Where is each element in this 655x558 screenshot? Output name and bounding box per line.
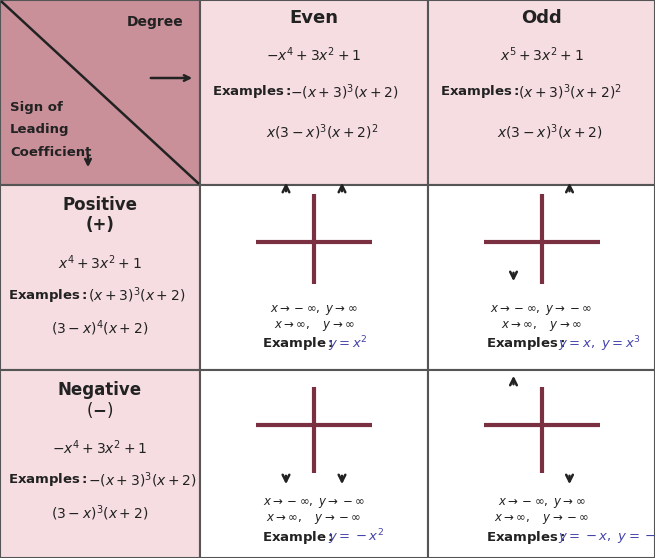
Bar — [0, 0, 200, 185]
Text: $\mathbf{Examples:}$: $\mathbf{Examples:}$ — [8, 472, 88, 488]
Bar — [428, 0, 655, 185]
Text: Sign of: Sign of — [10, 102, 63, 114]
Text: $\mathbf{Examples:}$: $\mathbf{Examples:}$ — [440, 84, 519, 100]
Text: Degree: Degree — [126, 15, 183, 29]
Text: $\mathbf{Example:}$: $\mathbf{Example:}$ — [262, 528, 334, 546]
Text: $x(3-x)^3(x+2)$: $x(3-x)^3(x+2)$ — [496, 122, 603, 142]
Text: $y = -x^2$: $y = -x^2$ — [328, 527, 384, 547]
Text: $-x^4+3x^2+1$: $-x^4+3x^2+1$ — [52, 439, 147, 458]
Text: $x\rightarrow\infty,\ \ \ y\rightarrow\infty$: $x\rightarrow\infty,\ \ \ y\rightarrow\i… — [501, 319, 582, 333]
Text: $x\rightarrow-\infty,\ y\rightarrow\infty$: $x\rightarrow-\infty,\ y\rightarrow\inft… — [271, 303, 358, 317]
Text: $x^4+3x^2+1$: $x^4+3x^2+1$ — [58, 254, 142, 272]
Text: $x\rightarrow-\infty,\ y\rightarrow-\infty$: $x\rightarrow-\infty,\ y\rightarrow-\inf… — [263, 496, 365, 510]
Text: $x^5+3x^2+1$: $x^5+3x^2+1$ — [500, 46, 584, 64]
Text: $(3-x)^3(x+2)$: $(3-x)^3(x+2)$ — [51, 503, 149, 523]
Text: $x\rightarrow-\infty,\ y\rightarrow-\infty$: $x\rightarrow-\infty,\ y\rightarrow-\inf… — [491, 303, 593, 317]
Text: $\mathbf{Examples:}$: $\mathbf{Examples:}$ — [8, 286, 88, 304]
Text: $-(x+3)^3(x+2)$: $-(x+3)^3(x+2)$ — [88, 470, 197, 490]
Bar — [428, 185, 655, 370]
Text: $x(3-x)^3(x+2)^2$: $x(3-x)^3(x+2)^2$ — [266, 122, 378, 142]
Text: $x\rightarrow-\infty,\ y\rightarrow\infty$: $x\rightarrow-\infty,\ y\rightarrow\inft… — [498, 496, 586, 510]
Text: $(x+3)^3(x+2)^2$: $(x+3)^3(x+2)^2$ — [518, 82, 622, 102]
Text: $y = x,\ y = x^3$: $y = x,\ y = x^3$ — [557, 334, 641, 354]
Text: $x\rightarrow\infty,\ \ \ y\rightarrow-\infty$: $x\rightarrow\infty,\ \ \ y\rightarrow-\… — [494, 512, 589, 526]
Text: Coefficient: Coefficient — [10, 146, 92, 158]
Text: $y = -x,\ y = -x^3$: $y = -x,\ y = -x^3$ — [557, 527, 655, 547]
Bar — [428, 370, 655, 558]
Text: $\mathbf{Examples:}$: $\mathbf{Examples:}$ — [485, 335, 565, 353]
Bar — [200, 370, 428, 558]
Text: Even: Even — [290, 9, 339, 27]
Text: $x\rightarrow\infty,\ \ \ y\rightarrow-\infty$: $x\rightarrow\infty,\ \ \ y\rightarrow-\… — [267, 512, 362, 526]
Text: $(3-x)^4(x+2)$: $(3-x)^4(x+2)$ — [51, 318, 149, 338]
Bar — [0, 185, 200, 370]
Text: $\mathbf{Example:}$: $\mathbf{Example:}$ — [262, 335, 334, 353]
Text: $\mathbf{Examples:}$: $\mathbf{Examples:}$ — [212, 84, 291, 100]
Text: Odd: Odd — [521, 9, 562, 27]
Text: Negative: Negative — [58, 381, 142, 399]
Text: $y = x^2$: $y = x^2$ — [328, 334, 367, 354]
Text: $x\rightarrow\infty,\ \ \ y\rightarrow\infty$: $x\rightarrow\infty,\ \ \ y\rightarrow\i… — [274, 319, 354, 333]
Bar — [200, 0, 428, 185]
Text: $-x^4+3x^2+1$: $-x^4+3x^2+1$ — [267, 46, 362, 64]
Bar — [200, 185, 428, 370]
Text: $-(x+3)^3(x+2)$: $-(x+3)^3(x+2)$ — [290, 82, 399, 102]
Text: (+): (+) — [86, 216, 115, 234]
Bar — [0, 370, 200, 558]
Text: $(\mathbf{-})$: $(\mathbf{-})$ — [86, 400, 114, 420]
Text: Positive: Positive — [62, 196, 138, 214]
Text: $\mathbf{Examples:}$: $\mathbf{Examples:}$ — [485, 528, 565, 546]
Text: Leading: Leading — [10, 123, 69, 137]
Text: $(x+3)^3(x+2)$: $(x+3)^3(x+2)$ — [88, 285, 185, 305]
